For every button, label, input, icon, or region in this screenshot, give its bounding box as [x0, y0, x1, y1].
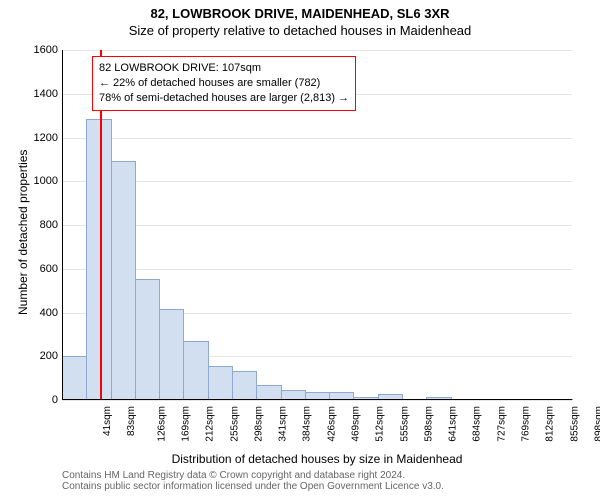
- histogram-bar: [135, 279, 160, 400]
- histogram-bar: [62, 356, 87, 400]
- x-tick: 298sqm: [253, 406, 264, 442]
- x-tick: 255sqm: [229, 406, 240, 442]
- chart-title-line2: Size of property relative to detached ho…: [0, 23, 600, 40]
- histogram-bar: [183, 341, 208, 400]
- y-tick: 1400: [28, 88, 58, 100]
- x-tick: 426sqm: [326, 406, 337, 442]
- histogram-bar: [256, 385, 281, 400]
- gridline: [62, 225, 572, 226]
- credit-line: Contains HM Land Registry data © Crown c…: [62, 470, 572, 481]
- x-tick: 555sqm: [399, 406, 410, 442]
- y-tick: 1200: [28, 132, 58, 144]
- annotation-line1: 82 LOWBROOK DRIVE: 107sqm: [99, 61, 349, 76]
- x-axis-label: Distribution of detached houses by size …: [62, 452, 572, 466]
- histogram-bar: [159, 309, 184, 400]
- property-annotation: 82 LOWBROOK DRIVE: 107sqm ← 22% of detac…: [92, 56, 356, 111]
- gridline: [62, 50, 572, 51]
- y-tick: 1000: [28, 175, 58, 187]
- x-tick: 855sqm: [569, 406, 580, 442]
- histogram-bar: [111, 161, 136, 400]
- y-tick: 0: [28, 394, 58, 406]
- chart-title-line1: 82, LOWBROOK DRIVE, MAIDENHEAD, SL6 3XR: [0, 0, 600, 23]
- x-tick: 126sqm: [156, 406, 167, 442]
- histogram-bar: [208, 366, 233, 400]
- y-tick: 400: [28, 307, 58, 319]
- x-tick: 812sqm: [545, 406, 556, 442]
- x-tick: 212sqm: [205, 406, 216, 442]
- x-tick: 512sqm: [375, 406, 386, 442]
- x-tick: 598sqm: [423, 406, 434, 442]
- x-tick: 169sqm: [181, 406, 192, 442]
- credit-text: Contains HM Land Registry data © Crown c…: [62, 470, 572, 492]
- x-tick: 341sqm: [278, 406, 289, 442]
- x-tick: 83sqm: [126, 406, 137, 436]
- y-tick: 200: [28, 350, 58, 362]
- x-tick: 769sqm: [521, 406, 532, 442]
- y-tick: 1600: [28, 44, 58, 56]
- x-tick: 384sqm: [302, 406, 313, 442]
- y-tick: 600: [28, 263, 58, 275]
- gridline: [62, 269, 572, 270]
- gridline: [62, 400, 572, 401]
- credit-line: Contains public sector information licen…: [62, 481, 572, 492]
- x-tick: 684sqm: [472, 406, 483, 442]
- y-axis: [62, 50, 63, 400]
- annotation-line3: 78% of semi-detached houses are larger (…: [99, 91, 349, 106]
- x-axis: [62, 399, 572, 400]
- x-tick: 641sqm: [448, 406, 459, 442]
- x-tick: 41sqm: [102, 406, 113, 436]
- histogram-bar: [232, 371, 257, 400]
- annotation-line2: ← 22% of detached houses are smaller (78…: [99, 76, 349, 91]
- y-tick: 800: [28, 219, 58, 231]
- x-tick: 727sqm: [496, 406, 507, 442]
- gridline: [62, 181, 572, 182]
- x-tick: 898sqm: [593, 406, 600, 442]
- x-tick: 469sqm: [351, 406, 362, 442]
- gridline: [62, 138, 572, 139]
